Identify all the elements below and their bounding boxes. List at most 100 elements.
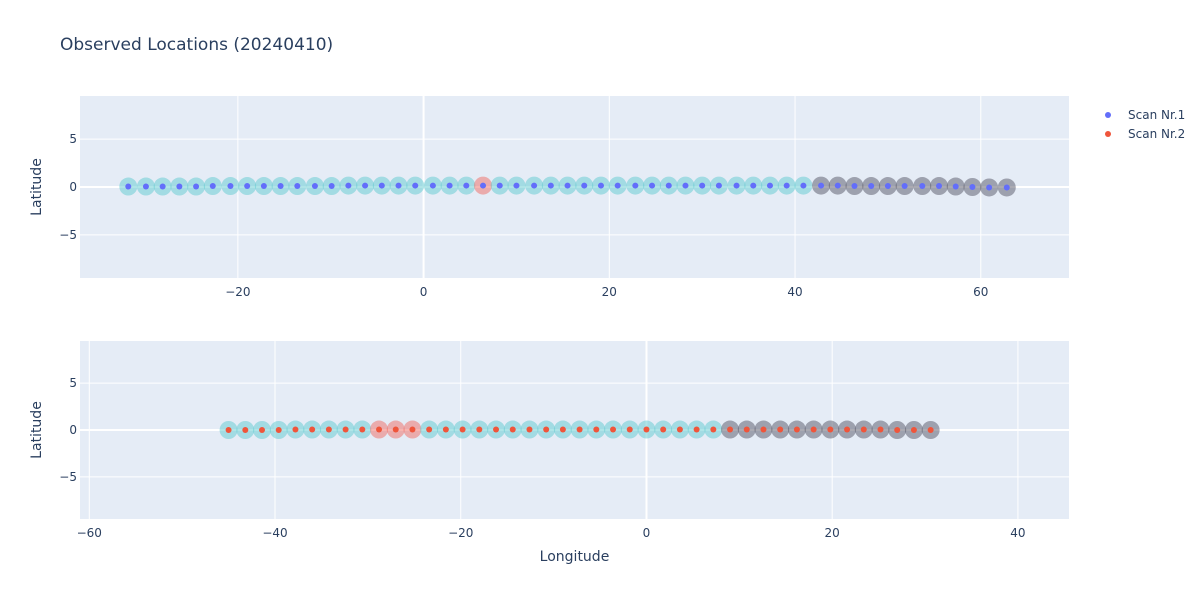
data-point[interactable] bbox=[311, 183, 318, 190]
data-point[interactable] bbox=[547, 182, 554, 189]
legend[interactable]: Scan Nr.1 Scan Nr.2 bbox=[1105, 108, 1185, 141]
data-point[interactable] bbox=[376, 426, 383, 433]
data-point[interactable] bbox=[969, 184, 976, 190]
data-point[interactable] bbox=[442, 426, 449, 433]
legend-label-scan-1[interactable]: Scan Nr.1 bbox=[1128, 108, 1185, 122]
data-point[interactable] bbox=[409, 426, 416, 433]
data-point[interactable] bbox=[412, 182, 419, 189]
data-point[interactable] bbox=[342, 426, 349, 433]
data-point[interactable] bbox=[292, 426, 299, 433]
data-point[interactable] bbox=[693, 426, 700, 433]
data-point[interactable] bbox=[632, 182, 639, 189]
data-point[interactable] bbox=[884, 183, 891, 190]
data-point[interactable] bbox=[225, 427, 232, 433]
data-point[interactable] bbox=[559, 426, 566, 433]
data-point[interactable] bbox=[844, 426, 851, 433]
data-point[interactable] bbox=[935, 183, 942, 190]
data-point[interactable] bbox=[493, 426, 500, 433]
data-point[interactable] bbox=[810, 426, 817, 433]
data-point[interactable] bbox=[395, 182, 402, 189]
data-point[interactable] bbox=[526, 426, 533, 433]
data-point[interactable] bbox=[793, 426, 800, 433]
data-point[interactable] bbox=[894, 427, 901, 433]
data-point[interactable] bbox=[827, 426, 834, 433]
data-point[interactable] bbox=[927, 427, 934, 433]
data-point[interactable] bbox=[345, 182, 352, 189]
data-point[interactable] bbox=[277, 183, 284, 190]
data-point[interactable] bbox=[209, 183, 216, 190]
data-point[interactable] bbox=[159, 183, 166, 190]
data-point[interactable] bbox=[610, 426, 617, 433]
data-point[interactable] bbox=[614, 182, 621, 189]
data-point[interactable] bbox=[476, 426, 483, 433]
data-point[interactable] bbox=[242, 427, 249, 433]
data-point[interactable] bbox=[860, 426, 867, 433]
data-point[interactable] bbox=[392, 426, 399, 433]
data-point[interactable] bbox=[581, 182, 588, 189]
data-point[interactable] bbox=[362, 182, 369, 189]
data-point[interactable] bbox=[227, 183, 234, 190]
data-point[interactable] bbox=[877, 426, 884, 433]
data-point[interactable] bbox=[294, 183, 301, 190]
data-point[interactable] bbox=[626, 426, 633, 433]
data-point[interactable] bbox=[359, 426, 366, 433]
data-point[interactable] bbox=[868, 183, 875, 190]
data-point[interactable] bbox=[710, 426, 717, 433]
data-point[interactable] bbox=[766, 182, 773, 189]
data-point[interactable] bbox=[309, 426, 316, 433]
data-point[interactable] bbox=[760, 426, 767, 433]
data-point[interactable] bbox=[513, 182, 520, 189]
data-point[interactable] bbox=[750, 182, 757, 189]
data-point[interactable] bbox=[834, 182, 841, 189]
data-point[interactable] bbox=[1003, 184, 1010, 191]
data-point[interactable] bbox=[676, 426, 683, 433]
data-point[interactable] bbox=[259, 427, 266, 433]
data-point[interactable] bbox=[125, 183, 132, 190]
data-point[interactable] bbox=[851, 183, 858, 190]
data-point[interactable] bbox=[649, 182, 656, 189]
data-point[interactable] bbox=[593, 426, 600, 433]
data-point[interactable] bbox=[176, 183, 183, 190]
data-point[interactable] bbox=[328, 183, 335, 190]
data-point[interactable] bbox=[564, 182, 571, 189]
data-point[interactable] bbox=[952, 183, 959, 190]
legend-label-scan-2[interactable]: Scan Nr.2 bbox=[1128, 127, 1185, 141]
data-point[interactable] bbox=[783, 182, 790, 189]
data-point[interactable] bbox=[919, 183, 926, 190]
data-point[interactable] bbox=[576, 426, 583, 433]
data-point[interactable] bbox=[142, 183, 149, 190]
data-point[interactable] bbox=[986, 184, 993, 191]
data-point[interactable] bbox=[509, 426, 516, 433]
data-point[interactable] bbox=[260, 183, 267, 190]
data-point[interactable] bbox=[463, 182, 470, 189]
data-point[interactable] bbox=[193, 183, 200, 190]
data-point[interactable] bbox=[682, 182, 689, 189]
data-point[interactable] bbox=[743, 426, 750, 433]
data-point[interactable] bbox=[901, 183, 908, 190]
data-point[interactable] bbox=[429, 182, 436, 189]
data-point[interactable] bbox=[643, 426, 650, 433]
data-point[interactable] bbox=[496, 182, 503, 189]
data-point[interactable] bbox=[715, 182, 722, 189]
data-point[interactable] bbox=[426, 426, 433, 433]
data-point[interactable] bbox=[275, 427, 282, 433]
data-point[interactable] bbox=[244, 183, 251, 190]
data-point[interactable] bbox=[459, 426, 466, 433]
data-point[interactable] bbox=[910, 427, 917, 433]
data-point[interactable] bbox=[597, 182, 604, 189]
data-point[interactable] bbox=[777, 426, 784, 433]
data-point[interactable] bbox=[531, 182, 538, 189]
data-point[interactable] bbox=[699, 182, 706, 189]
data-point[interactable] bbox=[727, 426, 734, 433]
data-point[interactable] bbox=[800, 182, 807, 189]
data-point[interactable] bbox=[446, 182, 453, 189]
data-point[interactable] bbox=[480, 182, 487, 189]
data-point[interactable] bbox=[733, 182, 740, 189]
data-point[interactable] bbox=[660, 426, 667, 433]
data-point[interactable] bbox=[818, 182, 825, 189]
data-point[interactable] bbox=[543, 426, 550, 433]
data-point[interactable] bbox=[378, 182, 385, 189]
data-point[interactable] bbox=[665, 182, 672, 189]
data-point[interactable] bbox=[325, 426, 332, 433]
